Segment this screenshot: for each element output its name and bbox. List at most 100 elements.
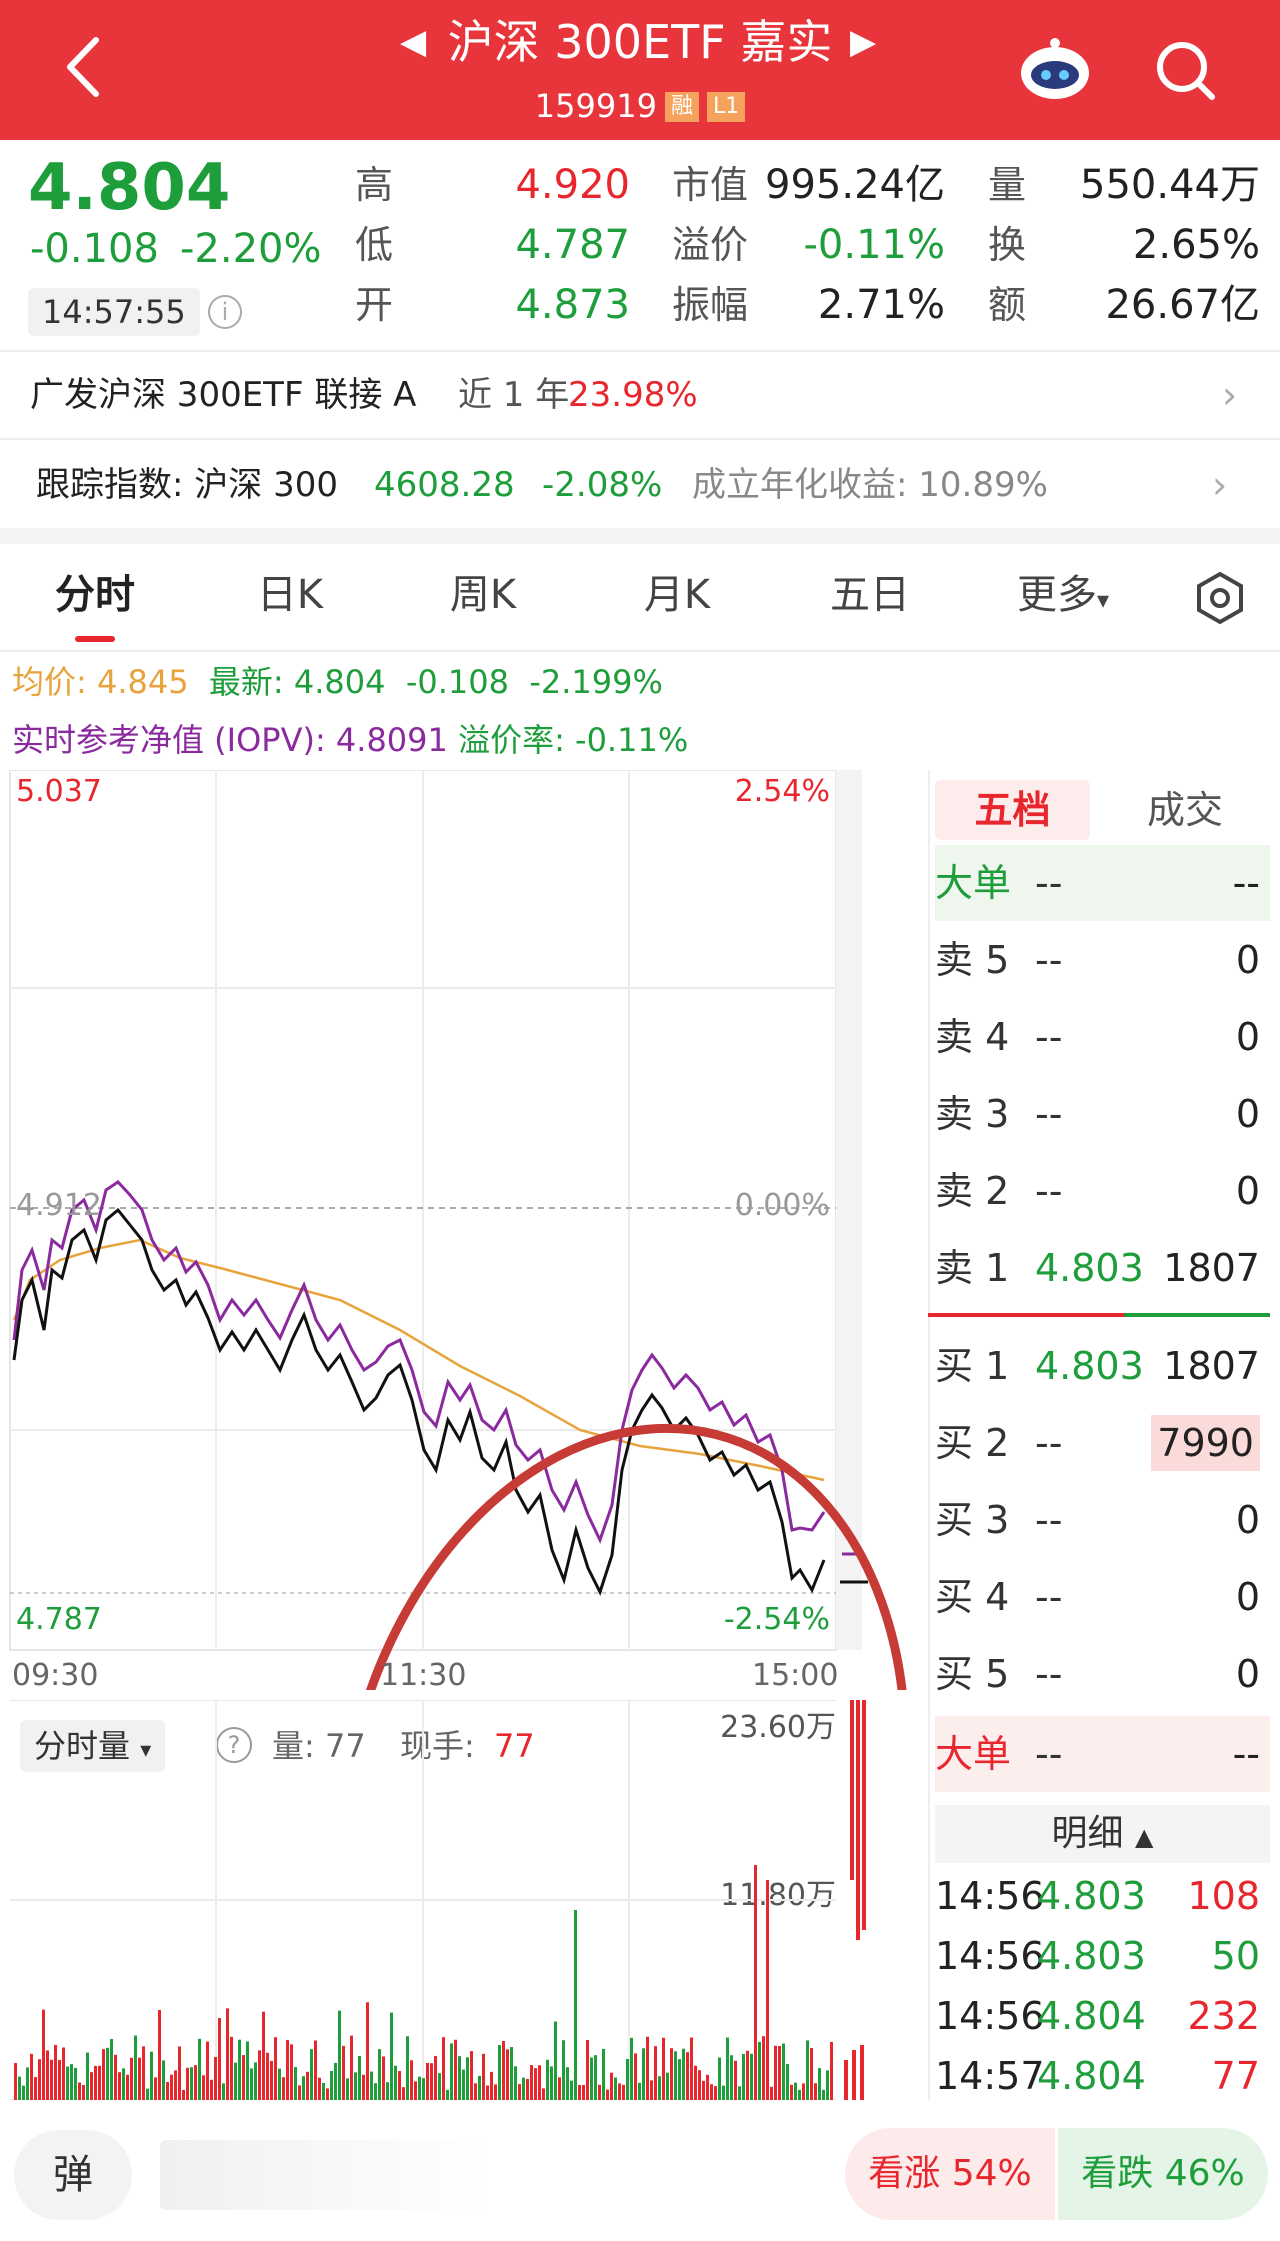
volume-bar [238, 2039, 241, 2100]
tab-daily-k[interactable]: 日K [256, 572, 324, 618]
volume-bar [266, 2052, 269, 2100]
big-order-label: 大单 [935, 861, 1012, 905]
bid-row[interactable]: 买 3 -- 0 [935, 1482, 1270, 1558]
detail-header[interactable]: 明细 ▲ [935, 1805, 1270, 1863]
index-annual-return: 成立年化收益: 10.89% [692, 465, 1048, 505]
tab-monthly-k[interactable]: 月K [643, 572, 711, 618]
volume-bar [510, 2047, 513, 2100]
ask-row[interactable]: 卖 2 -- 0 [935, 1153, 1270, 1229]
volume-bar [294, 2067, 297, 2100]
volume-bar [166, 2081, 169, 2100]
tab-five-level[interactable]: 五档 [935, 780, 1090, 840]
bottom-bar: 弹 看涨 54% 看跌 46% [0, 2110, 1280, 2241]
ask-volume: 0 [1235, 1015, 1260, 1059]
volume-bar [634, 2053, 637, 2100]
tab-trades[interactable]: 成交 [1146, 788, 1223, 832]
divider [0, 438, 1280, 440]
volume-bar [750, 2053, 753, 2100]
bid-row[interactable]: 买 2 -- 7990 [935, 1405, 1270, 1481]
volume-bar [686, 2052, 689, 2100]
caret-down-icon: ▾ [140, 1738, 152, 1763]
turnover-label: 换 [988, 223, 1027, 267]
volume-bar [718, 2057, 721, 2100]
volume-bar [194, 2065, 197, 2100]
turnover-value: 2.65% [1132, 222, 1260, 268]
volume-bar [774, 2045, 777, 2100]
volume-bar [754, 1865, 757, 2100]
volume-bar [586, 2039, 589, 2100]
volume-bar [110, 2039, 113, 2100]
ask-volume: 0 [1235, 1092, 1260, 1136]
volume-bar [174, 2070, 177, 2100]
bearish-vote-button[interactable]: 看跌 46% [1058, 2128, 1268, 2220]
trade-tick-row: 14:56 4.803 108 [935, 1866, 1270, 1926]
volume-bar [274, 2037, 277, 2100]
info-icon[interactable]: i [208, 295, 242, 329]
volume-bar [206, 2041, 209, 2100]
current-hand-label: 现手: [400, 1727, 475, 1765]
tick-price: 4.804 [1037, 2054, 1146, 2098]
volume-bar [442, 2037, 445, 2100]
volume-bar [178, 2046, 181, 2100]
volume-bar [150, 2051, 153, 2100]
bullish-vote-button[interactable]: 看涨 54% [845, 2128, 1055, 2220]
volume-bar [570, 2080, 573, 2100]
ask-row[interactable]: 卖 3 -- 0 [935, 1076, 1270, 1152]
volume-bar [470, 2051, 473, 2100]
bid-row[interactable]: 买 4 -- 0 [935, 1559, 1270, 1635]
volume-bar [406, 2036, 409, 2100]
volume-selector[interactable]: 分时量 ▾ [20, 1720, 166, 1772]
linked-fund-row[interactable]: 广发沪深 300ETF 联接 A 近 1 年 23.98% › [0, 352, 1280, 438]
bid-label: 买 1 [935, 1344, 1010, 1388]
volume-bar [502, 2041, 505, 2100]
settings-icon[interactable] [1192, 570, 1248, 626]
chart-legend-line2: 实时参考净值 (IOPV): 4.8091 溢价率: -0.11% [12, 718, 688, 762]
bid-row[interactable]: 买 5 -- 0 [935, 1636, 1270, 1712]
ask-price: -- [1035, 938, 1063, 982]
volume-bar [118, 2072, 121, 2100]
volume-bar [202, 2075, 205, 2100]
volume-bar [102, 2049, 105, 2100]
search-icon[interactable] [1150, 35, 1220, 105]
index-change: -2.08% [542, 465, 663, 505]
volume-bar [186, 2067, 189, 2100]
robot-assistant-icon[interactable] [1015, 35, 1095, 105]
orderbook-panel [928, 770, 1280, 2100]
volume-bar [114, 2054, 117, 2100]
volume-bar [306, 2071, 309, 2100]
bid-row[interactable]: 买 1 4.803 1807 [935, 1328, 1270, 1404]
volume-bar [138, 2057, 141, 2100]
volume-bar [602, 2048, 605, 2100]
volume-bar [402, 2087, 405, 2100]
big-order-vol: -- [1232, 861, 1260, 905]
intraday-price-chart[interactable] [0, 770, 930, 1690]
divider [0, 350, 1280, 352]
tab-five-day[interactable]: 五日 [830, 572, 910, 618]
volume-bar [694, 2065, 697, 2100]
amplitude-value: 2.71% [817, 282, 945, 328]
volume-bar [622, 2084, 625, 2100]
trade-tick-row: 14:56 4.804 232 [935, 1986, 1270, 2046]
tab-weekly-k[interactable]: 周K [449, 572, 517, 618]
ask-row[interactable]: 卖 5 -- 0 [935, 922, 1270, 998]
volume-bar [162, 2060, 165, 2100]
ask-row[interactable]: 卖 4 -- 0 [935, 999, 1270, 1075]
big-order-vol: -- [1232, 1732, 1260, 1776]
prev-stock-icon[interactable]: ◀ [400, 22, 427, 62]
big-order-sell-row: 大单 -- -- [935, 845, 1270, 921]
axis-pct-bottom: -2.54% [723, 1602, 830, 1637]
volume-bar [346, 2078, 349, 2100]
back-icon[interactable] [58, 32, 108, 102]
mcap-value: 995.24亿 [765, 162, 945, 208]
danmaku-toggle-button[interactable]: 弹 [14, 2130, 132, 2220]
iopv-line [12, 1180, 826, 1544]
tab-intraday[interactable]: 分时 [55, 572, 135, 618]
volume-bar [374, 2083, 377, 2100]
volume-bar [426, 2062, 429, 2100]
ask-row[interactable]: 卖 1 4.803 1807 [935, 1230, 1270, 1306]
next-stock-icon[interactable]: ▶ [850, 22, 877, 62]
comment-input[interactable] [160, 2140, 490, 2210]
tracking-index-row[interactable]: 跟踪指数: 沪深 300 4608.28 -2.08% 成立年化收益: 10.8… [0, 440, 1280, 528]
tab-more[interactable]: 更多▾ [1016, 572, 1110, 618]
volume-bar [646, 2036, 649, 2100]
